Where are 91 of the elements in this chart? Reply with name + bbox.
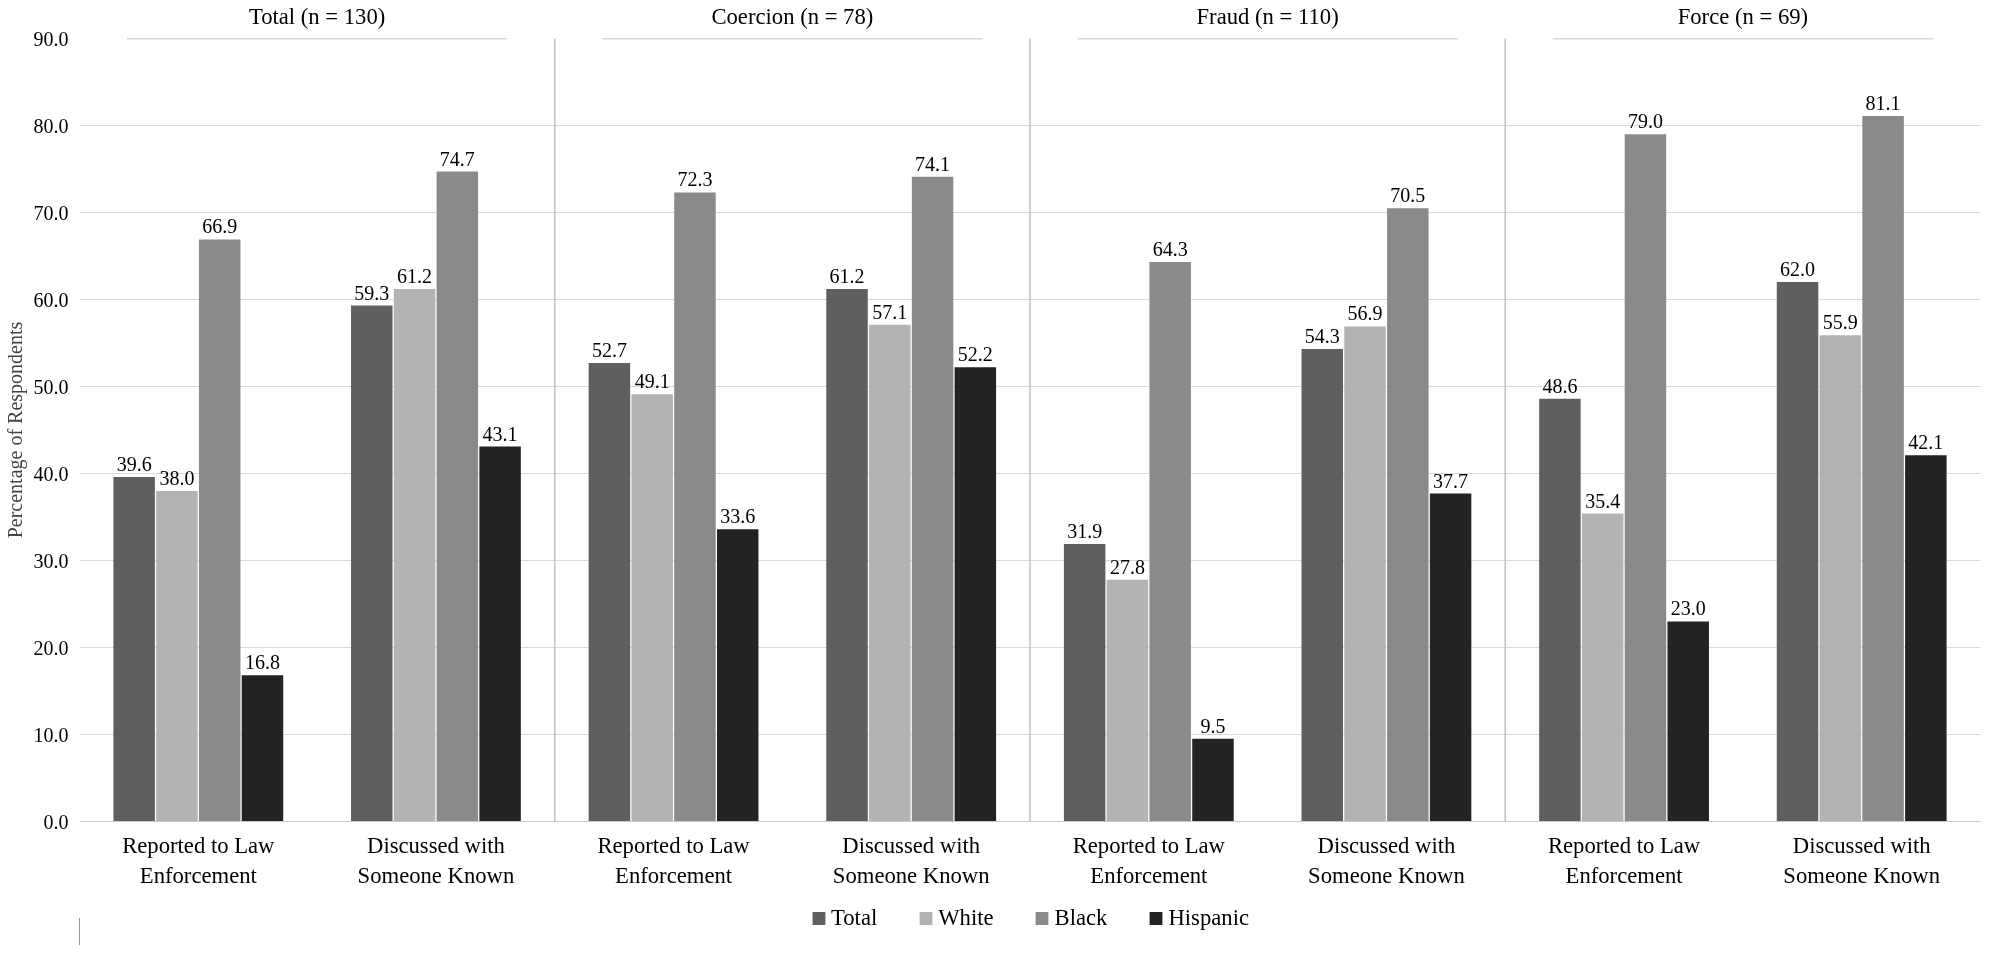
data-label: 79.0: [1627, 110, 1663, 133]
bar: [351, 305, 393, 822]
legend-label: Hispanic: [1168, 904, 1249, 931]
bar: [1539, 398, 1581, 822]
data-label: 74.7: [439, 147, 475, 170]
text: Fraud (n = 110): [1196, 3, 1339, 29]
y-tick-label: 0.0: [43, 810, 69, 833]
x-tick-label: Discussed with Someone Known: [832, 832, 990, 888]
x-tick-label: Reported to Law Enforcement: [597, 832, 751, 888]
data-label: 59.3: [354, 281, 390, 304]
bar: [1387, 208, 1429, 822]
y-tick-label: 60.0: [33, 288, 69, 311]
y-tick-label: 30.0: [33, 549, 69, 572]
data-label: 43.1: [482, 422, 518, 445]
y-tick-label: 90.0: [33, 27, 69, 50]
bar: [1344, 326, 1386, 822]
bar: [1192, 738, 1234, 822]
bar: [1624, 134, 1667, 822]
data-label: 23.0: [1670, 597, 1706, 620]
legend-label: Total: [831, 904, 878, 931]
bar: [911, 176, 954, 822]
data-label: 48.6: [1542, 374, 1578, 397]
bar: [1301, 349, 1344, 822]
data-label: 61.2: [397, 265, 433, 288]
bar: [1905, 455, 1947, 822]
text: Force (n = 69): [1677, 3, 1809, 29]
bar: [436, 171, 479, 822]
data-label: 42.1: [1908, 431, 1944, 454]
data-label: 81.1: [1865, 91, 1901, 114]
y-axis-title: Percentage of Respondents: [3, 321, 27, 539]
x-tick-label: Reported to Law Enforcement: [122, 832, 276, 888]
text: Coercion (n = 78): [711, 3, 874, 29]
data-label: 31.9: [1067, 519, 1103, 542]
bar: [1106, 579, 1149, 822]
bar: [198, 239, 241, 822]
data-label: 35.4: [1585, 489, 1621, 512]
bar: [113, 476, 155, 822]
data-label: 57.1: [872, 300, 908, 323]
y-tick-label: 40.0: [33, 462, 69, 485]
bar: [156, 490, 198, 822]
text: Total (n = 130): [248, 3, 386, 29]
data-label: 9.5: [1200, 714, 1226, 737]
data-label: 39.6: [116, 452, 152, 475]
legend-label: Black: [1054, 904, 1108, 931]
data-label: 64.3: [1152, 238, 1188, 261]
data-label: 38.0: [159, 466, 195, 489]
data-label: 52.7: [591, 339, 627, 362]
bar: [1776, 282, 1819, 822]
bar: [826, 289, 868, 822]
data-label: 27.8: [1109, 555, 1145, 578]
y-tick-label: 20.0: [33, 636, 69, 659]
bar: [954, 367, 997, 822]
bar: [631, 394, 673, 822]
data-label: 37.7: [1433, 469, 1469, 492]
x-tick-label: Reported to Law Enforcement: [1072, 832, 1226, 888]
bar: [1429, 493, 1472, 822]
x-tick-label: Discussed with Someone Known: [1308, 832, 1465, 888]
bar: [479, 446, 521, 822]
data-label: 52.2: [957, 343, 993, 366]
data-label: 54.3: [1304, 325, 1340, 348]
legend-label: White: [938, 904, 994, 931]
data-label: 62.0: [1780, 258, 1816, 281]
data-label: 49.1: [634, 370, 670, 393]
data-label: 72.3: [677, 168, 713, 191]
data-label: 56.9: [1347, 302, 1383, 325]
bar: [1862, 115, 1904, 822]
y-tick-label: 80.0: [33, 114, 69, 137]
bar: [588, 363, 631, 822]
bar: [1063, 543, 1106, 822]
x-tick-label: Discussed with Someone Known: [1783, 832, 1941, 888]
bar: [1149, 262, 1191, 822]
data-label: 33.6: [720, 505, 756, 528]
y-tick-label: 70.0: [33, 201, 69, 224]
bar: [869, 324, 911, 822]
bar: [241, 675, 284, 822]
x-tick-label: Discussed with Someone Known: [357, 832, 515, 888]
data-label: 61.2: [829, 265, 865, 288]
x-tick-label: Reported to Law Enforcement: [1547, 832, 1701, 888]
data-label: 70.5: [1390, 184, 1426, 207]
data-label: 74.1: [915, 152, 951, 175]
data-label: 55.9: [1822, 311, 1858, 334]
bar: [716, 529, 759, 822]
y-tick-label: 10.0: [33, 723, 69, 746]
data-label: 16.8: [244, 651, 280, 674]
bar: [1667, 621, 1709, 822]
bar: [674, 192, 716, 822]
y-tick-label: 50.0: [33, 375, 69, 398]
bar: [1581, 513, 1624, 822]
bar: [393, 289, 436, 822]
bar: [1819, 335, 1862, 822]
data-label: 66.9: [202, 215, 238, 238]
